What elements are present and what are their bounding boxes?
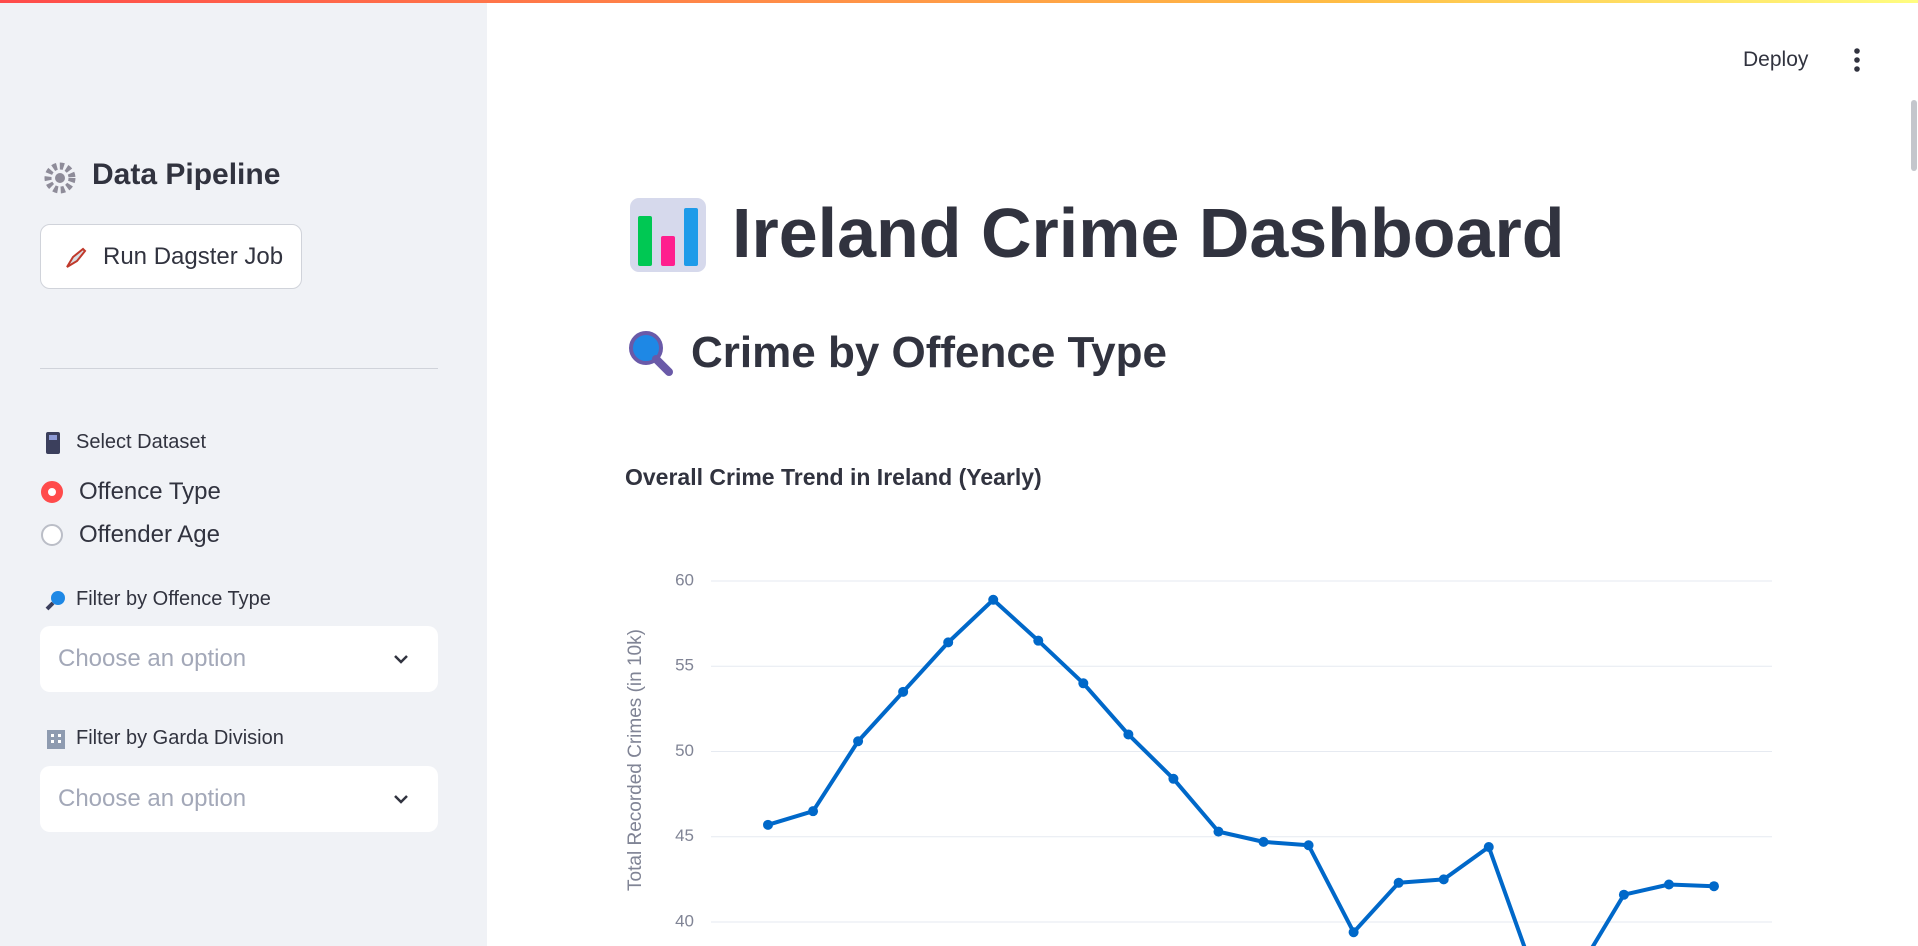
divider (40, 368, 438, 369)
line (767, 597, 1715, 946)
y-tick-label: 40 (675, 911, 694, 930)
select-box[interactable]: Choose an option (40, 766, 438, 832)
chevron-icon (394, 795, 408, 804)
point (1303, 840, 1314, 851)
point (943, 637, 954, 648)
radio-button[interactable] (41, 481, 63, 503)
point (988, 594, 999, 605)
deploy-button[interactable]: Deploy (1743, 48, 1809, 71)
point (1033, 635, 1044, 646)
point (1348, 927, 1359, 938)
building-icon (47, 730, 65, 749)
select-box[interactable]: Choose an option (40, 626, 438, 692)
button-label: Run Dagster Job (103, 243, 284, 270)
point (1618, 889, 1629, 900)
y-tick-label: 55 (675, 656, 694, 675)
point (1168, 773, 1179, 784)
page-title: Ireland Crime Dashboard (732, 194, 1565, 272)
point (763, 819, 773, 830)
chart-icon (630, 198, 706, 272)
point (1258, 836, 1269, 847)
filter-label: Filter by Offence Type (76, 588, 271, 610)
y-tick-label: 50 (675, 741, 694, 760)
point (1078, 678, 1089, 689)
rocket-icon (66, 247, 87, 268)
point (1709, 881, 1719, 892)
run-button[interactable]: Run Dagster Job (40, 224, 302, 289)
chart-title: Overall Crime Trend in Ireland (Yearly) (625, 464, 1042, 490)
point (808, 806, 819, 817)
point (1483, 841, 1494, 852)
point (1213, 826, 1224, 837)
point (1663, 879, 1674, 890)
y-tick-label: 45 (675, 826, 694, 845)
scrollbar[interactable] (1911, 100, 1917, 171)
filter-label: Filter by Garda Division (76, 727, 284, 749)
search-icon (45, 591, 65, 611)
point (853, 736, 864, 747)
radio-option[interactable]: Offence Type (79, 478, 221, 505)
radio-button[interactable] (41, 524, 63, 546)
dataset-icon (46, 432, 60, 454)
sidebar-heading: Data Pipeline (92, 158, 281, 191)
point (1393, 877, 1404, 888)
y-tick-label: 60 (675, 570, 694, 589)
search-icon (629, 331, 673, 376)
point (898, 686, 909, 697)
menu-button[interactable] (1848, 46, 1866, 74)
select-placeholder: Choose an option (58, 785, 247, 812)
section-heading: Crime by Offence Type (691, 328, 1167, 377)
point (1123, 729, 1134, 740)
select-placeholder: Choose an option (58, 645, 247, 672)
radio-option[interactable]: Offender Age (79, 521, 220, 548)
dataset-label: Select Dataset (76, 431, 207, 453)
gear-icon (44, 162, 76, 194)
point (1438, 874, 1449, 885)
y-axis-label: Total Recorded Crimes (in 10k) (625, 629, 646, 891)
chevron-icon (394, 655, 408, 664)
top-decoration (0, 0, 1918, 3)
